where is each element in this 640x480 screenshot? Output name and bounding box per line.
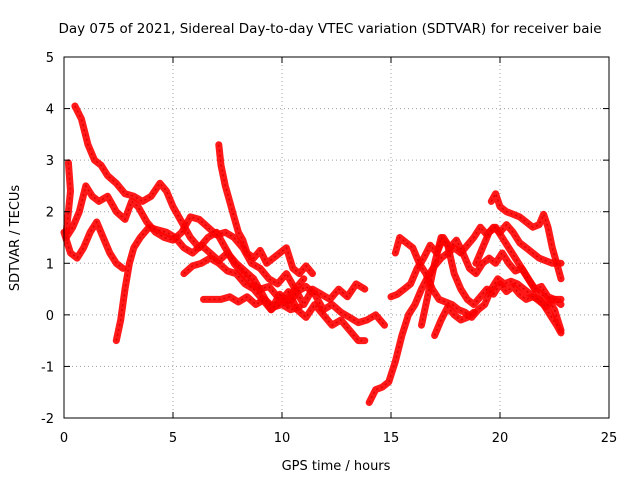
- y-tick-label-1: -1: [41, 360, 54, 375]
- axis-ticks: 0 5 10 15 20 25 -2 -1 0 1 2 3 4 5: [41, 51, 617, 446]
- x-tick-label-0: 0: [60, 431, 68, 446]
- series-sat-g-markers: [203, 295, 300, 311]
- y-tick-label-0: -2: [41, 412, 54, 427]
- x-tick-label-3: 15: [383, 431, 400, 446]
- series-sat-a: [71, 102, 308, 306]
- series-sat-e-markers: [183, 257, 386, 326]
- x-tick-label-2: 10: [274, 431, 291, 446]
- x-tick-label-5: 25: [601, 431, 618, 446]
- series-sat-d-markers: [115, 226, 365, 342]
- y-tick-label-7: 5: [46, 51, 54, 66]
- series-sat-n: [62, 159, 74, 236]
- chart-title: Day 075 of 2021, Sidereal Day-to-day VTE…: [58, 21, 601, 37]
- y-tick-label-6: 4: [46, 103, 54, 118]
- y-tick-label-5: 3: [46, 154, 54, 169]
- y-tick-label-2: 0: [46, 309, 54, 324]
- series-sat-c-markers: [63, 220, 124, 269]
- x-tick-label-1: 5: [169, 431, 177, 446]
- plot-frame: [63, 56, 610, 419]
- x-tick-label-4: 20: [492, 431, 509, 446]
- data-series: [60, 102, 565, 406]
- y-tick-label-3: 1: [46, 257, 54, 272]
- series-sat-b: [62, 182, 369, 308]
- series-sat-f-markers: [218, 144, 314, 275]
- y-tick-label-4: 2: [46, 206, 54, 221]
- grid: [64, 57, 609, 418]
- series-sat-m-markers: [475, 226, 562, 306]
- y-axis-label: SDTVAR / TECUs: [8, 185, 23, 292]
- series-sat-l-markers: [490, 191, 562, 280]
- x-axis-label: GPS time / hours: [282, 459, 391, 474]
- series-sat-o-markers: [433, 305, 475, 336]
- series-sat-k-markers: [420, 235, 561, 326]
